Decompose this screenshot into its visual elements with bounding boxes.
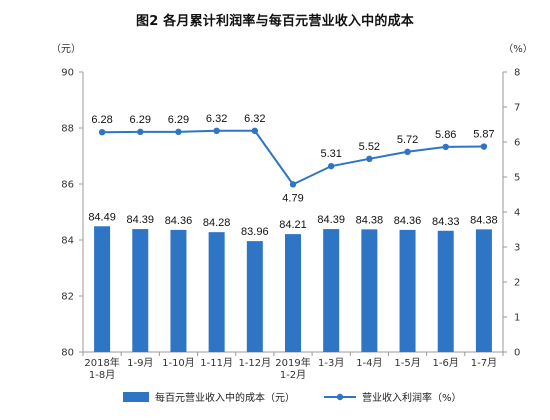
line-point: [327, 162, 335, 170]
bar-value-label: 84.38: [356, 214, 384, 226]
line-value-label: 5.87: [473, 129, 494, 141]
bar-value-label: 84.28: [203, 217, 231, 229]
line-value-label: 6.29: [130, 114, 151, 126]
line-point: [98, 129, 106, 136]
line-point: [251, 127, 259, 134]
line-point: [366, 155, 373, 162]
line-series-path: [102, 129, 484, 186]
bar: [285, 234, 301, 352]
line-value-label: 5.31: [320, 148, 341, 160]
x-tick-label: 1-4月: [356, 357, 382, 369]
bar: [132, 229, 149, 352]
x-tick-label: 1-2月: [280, 369, 306, 381]
x-tick-label: 2018年: [84, 356, 119, 369]
line-point: [480, 143, 488, 150]
x-tick-label: 1-8月: [89, 369, 115, 381]
right-tick-label: 8: [514, 68, 520, 79]
x-tick-label: 1-12月: [238, 357, 271, 369]
line-point: [213, 127, 220, 134]
line-value-label: 4.79: [282, 192, 303, 204]
legend-line-marker: [336, 393, 344, 401]
x-tick-label: 1-3月: [318, 357, 344, 369]
bar-value-label: 84.39: [317, 214, 345, 226]
bar: [94, 226, 111, 352]
x-tick-label: 1-7月: [471, 357, 497, 369]
x-tick-label: 2019年: [275, 356, 310, 369]
bar-value-label: 84.36: [165, 215, 193, 227]
right-tick-label: 0: [514, 348, 520, 359]
x-tick-label: 1-9月: [127, 357, 153, 369]
legend: 每百元营业收入中的成本（元） 营业收入利润率（%）: [123, 391, 462, 404]
line-value-label: 6.29: [168, 114, 189, 126]
x-tick-label: 1-10月: [162, 357, 195, 369]
bar: [208, 232, 225, 352]
chart-title: 图2 各月累计利润率与每百元营业收入中的成本: [136, 14, 414, 29]
right-tick-label: 6: [514, 138, 520, 149]
line-value-label: 5.52: [359, 141, 380, 153]
left-tick-label: 84: [61, 236, 74, 247]
right-tick-label: 7: [514, 103, 520, 114]
bar-value-label: 83.96: [241, 226, 269, 238]
left-tick-label: 88: [61, 124, 74, 135]
right-tick-label: 4: [514, 208, 520, 219]
left-tick-label: 86: [61, 180, 74, 191]
bar-value-label: 84.36: [394, 215, 422, 227]
bar: [361, 229, 378, 352]
bar: [246, 241, 263, 352]
left-axis-unit: （元）: [51, 43, 81, 55]
bar-value-label: 84.21: [279, 219, 307, 231]
line-value-label: 6.32: [244, 113, 265, 125]
bar-value-label: 84.33: [432, 216, 460, 228]
right-axis-unit: （%）: [503, 43, 533, 55]
legend-bar-label: 每百元营业收入中的成本（元）: [155, 391, 295, 404]
line-point: [175, 128, 182, 136]
bar: [323, 229, 340, 352]
right-tick-label: 1: [514, 313, 520, 324]
right-tick-label: 3: [514, 243, 520, 254]
line-point: [404, 148, 411, 155]
legend-line-label: 营业收入利润率（%）: [362, 391, 462, 404]
line-value-label: 6.32: [206, 113, 227, 125]
bar: [170, 229, 187, 352]
line-point: [289, 181, 297, 188]
bar: [437, 230, 454, 352]
line-value-label: 6.28: [91, 114, 112, 126]
x-tick-label: 1-11月: [200, 357, 233, 369]
bar: [399, 229, 416, 352]
bar: [475, 229, 492, 352]
left-tick-label: 82: [61, 292, 74, 303]
left-tick-label: 90: [61, 68, 74, 79]
legend-bar-swatch: [123, 392, 149, 402]
line-point: [442, 143, 449, 151]
bar-value-label: 84.49: [88, 211, 116, 223]
x-tick-label: 1-5月: [394, 357, 420, 369]
line-point: [137, 128, 144, 136]
bar-value-label: 84.38: [470, 214, 498, 226]
line-value-label: 5.72: [397, 134, 418, 146]
left-tick-label: 80: [61, 348, 74, 359]
x-tick-label: 1-6月: [433, 357, 459, 369]
right-tick-label: 2: [514, 278, 520, 289]
line-value-label: 5.86: [435, 129, 456, 141]
bar-value-label: 84.39: [127, 214, 155, 226]
right-tick-label: 5: [514, 173, 520, 184]
